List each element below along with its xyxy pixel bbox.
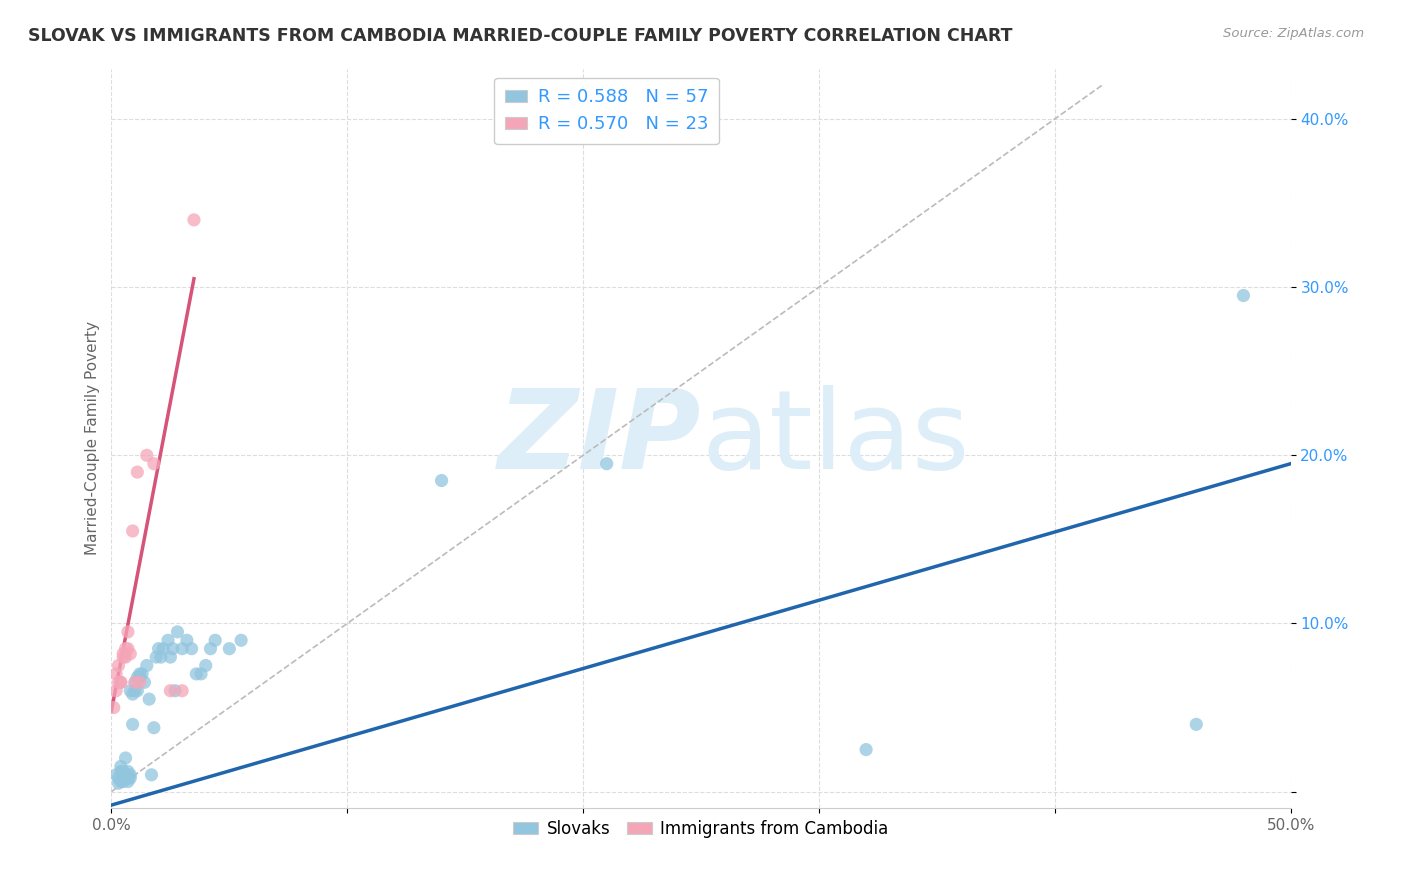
Point [105, 683, 128, 698]
Point [112, 768, 135, 782]
Point [180, 641, 202, 656]
Point [121, 687, 143, 701]
Point [131, 667, 153, 681]
Text: Source: ZipAtlas.com: Source: ZipAtlas.com [1223, 27, 1364, 40]
Point [114, 641, 136, 656]
Point [159, 650, 181, 665]
Point [165, 683, 187, 698]
Point [112, 771, 135, 785]
Point [166, 624, 188, 639]
Point [194, 658, 217, 673]
Point [172, 683, 194, 698]
Point [114, 771, 136, 785]
Legend: Slovaks, Immigrants from Cambodia: Slovaks, Immigrants from Cambodia [506, 814, 896, 845]
Point [112, 650, 135, 665]
Point [134, 675, 156, 690]
Point [114, 751, 136, 765]
Point [135, 658, 157, 673]
Point [142, 721, 165, 735]
Point [218, 641, 240, 656]
Text: SLOVAK VS IMMIGRANTS FROM CAMBODIA MARRIED-COUPLE FAMILY POVERTY CORRELATION CHA: SLOVAK VS IMMIGRANTS FROM CAMBODIA MARRI… [28, 27, 1012, 45]
Y-axis label: Married-Couple Family Poverty: Married-Couple Family Poverty [86, 321, 100, 556]
Text: ZIP: ZIP [498, 385, 702, 492]
Point [117, 764, 139, 779]
Point [855, 742, 877, 756]
Point [110, 675, 132, 690]
Point [110, 675, 132, 690]
Point [107, 771, 129, 785]
Point [142, 457, 165, 471]
Text: atlas: atlas [702, 385, 970, 492]
Point [183, 212, 205, 227]
Point [117, 641, 139, 656]
Point [141, 768, 163, 782]
Point [114, 650, 136, 665]
Point [124, 683, 146, 698]
Point [190, 667, 212, 681]
Point [152, 641, 174, 656]
Point [124, 675, 146, 690]
Point [127, 683, 149, 698]
Point [107, 776, 129, 790]
Point [112, 647, 135, 661]
Point [128, 675, 150, 690]
Point [1185, 717, 1208, 731]
Point [229, 633, 252, 648]
Point [107, 675, 129, 690]
Point [114, 768, 136, 782]
Point [172, 641, 194, 656]
Point [186, 667, 208, 681]
Point [120, 768, 142, 782]
Point [105, 667, 128, 681]
Point [103, 700, 125, 714]
Point [127, 670, 149, 684]
Point [156, 633, 179, 648]
Point [595, 457, 617, 471]
Point [135, 448, 157, 462]
Point [145, 650, 167, 665]
Point [120, 683, 142, 698]
Point [110, 764, 132, 779]
Point [121, 717, 143, 731]
Point [117, 624, 139, 639]
Point [162, 641, 184, 656]
Point [105, 768, 128, 782]
Point [204, 633, 226, 648]
Point [120, 771, 142, 785]
Point [159, 683, 181, 698]
Point [149, 650, 172, 665]
Point [138, 692, 160, 706]
Point [1232, 288, 1254, 302]
Point [110, 774, 132, 789]
Point [112, 764, 135, 779]
Point [128, 670, 150, 684]
Point [117, 771, 139, 785]
Point [110, 759, 132, 773]
Point [120, 647, 142, 661]
Point [128, 667, 150, 681]
Point [107, 658, 129, 673]
Point [148, 641, 170, 656]
Point [176, 633, 198, 648]
Point [112, 774, 135, 789]
Point [117, 774, 139, 789]
Point [127, 465, 149, 479]
Point [121, 524, 143, 538]
Point [430, 474, 453, 488]
Point [124, 675, 146, 690]
Point [200, 641, 222, 656]
